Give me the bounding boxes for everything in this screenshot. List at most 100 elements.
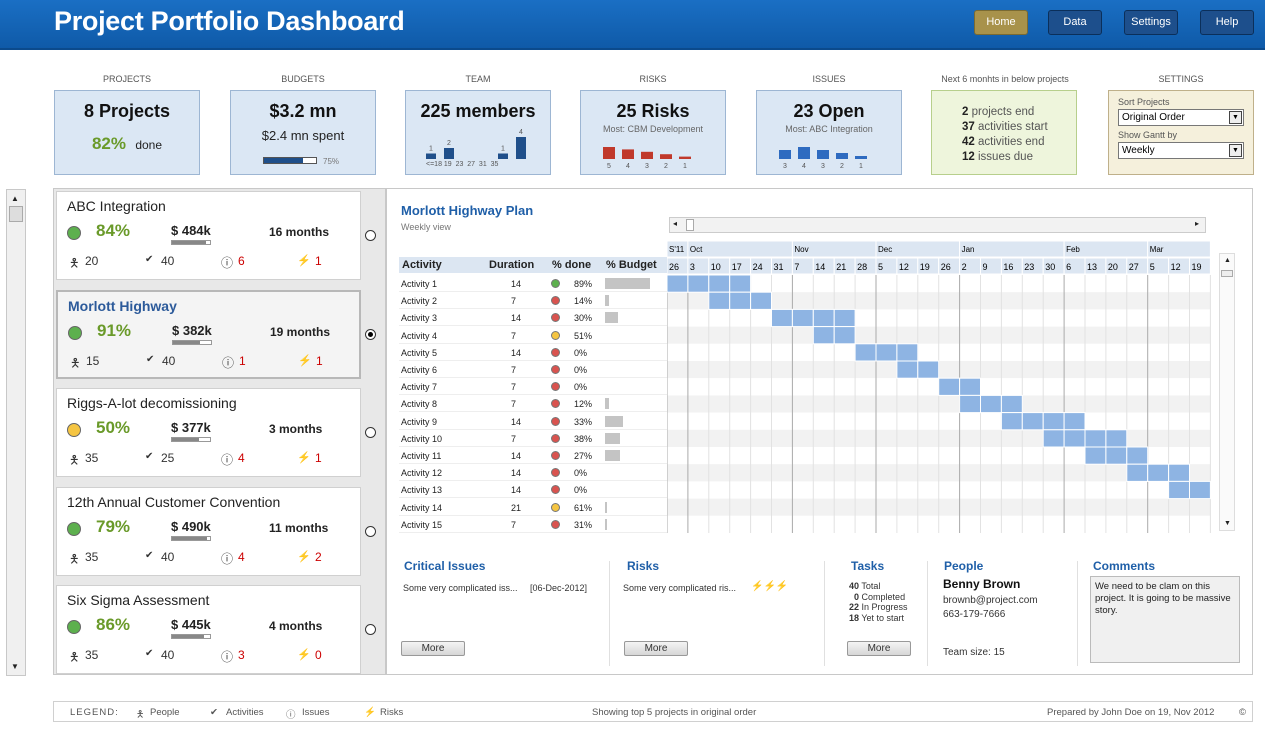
lightning-icon: ⚡ — [297, 550, 311, 563]
project-budget: $ 445k — [171, 617, 211, 632]
kpi-settings-box: Sort Projects Original Order ▼ Show Gantt… — [1108, 90, 1254, 175]
activity-row[interactable]: Activity 6 7 0% — [399, 361, 667, 378]
chevron-down-icon[interactable]: ▼ — [1229, 144, 1242, 157]
kpi-next6-box: 2 projects end 37 activities start 42 ac… — [931, 90, 1077, 175]
week-label: 19 — [920, 262, 930, 272]
project-card[interactable]: ABC Integration 84% $ 484k 16 months 🯅 2… — [56, 191, 361, 280]
gantt-horizontal-scrollbar[interactable]: ◂ ▸ — [669, 217, 1206, 233]
check-icon: ✔ — [145, 549, 154, 561]
project-name: Six Sigma Assessment — [67, 592, 210, 608]
activity-row[interactable]: Activity 4 7 51% — [399, 327, 667, 344]
scroll-up-icon[interactable]: ▲ — [11, 194, 19, 203]
status-dot-icon — [67, 620, 81, 634]
scroll-down-icon[interactable]: ▼ — [1224, 520, 1231, 527]
people-email[interactable]: brownb@project.com — [943, 595, 1038, 606]
critical-issue-text[interactable]: Some very complicated iss... — [403, 583, 518, 593]
activity-row[interactable]: Activity 5 14 0% — [399, 344, 667, 361]
critical-more-button[interactable]: More — [401, 641, 465, 656]
project-select-radio[interactable] — [365, 624, 376, 635]
activity-row[interactable]: Activity 12 14 0% — [399, 464, 667, 482]
nav-home-button[interactable]: Home — [974, 10, 1028, 35]
budget-bar — [172, 339, 212, 345]
check-icon: ✔ — [145, 648, 154, 659]
sort-select[interactable]: Original Order ▼ — [1118, 109, 1244, 126]
project-pct: 84% — [96, 221, 131, 240]
activity-name: Activity 9 — [401, 416, 438, 427]
project-budget: $ 382k — [172, 322, 212, 338]
chevron-down-icon[interactable]: ▼ — [1229, 111, 1242, 124]
activity-row[interactable]: Activity 9 14 33% — [399, 413, 667, 430]
info-icon: ⓘ — [221, 650, 234, 664]
project-budget: $ 490k — [171, 518, 211, 534]
status-dot-icon — [551, 347, 560, 357]
activity-row[interactable]: Activity 2 7 14% — [399, 292, 667, 310]
tasks-more-button[interactable]: More — [847, 641, 911, 656]
activity-row[interactable]: Activity 8 7 12% — [399, 395, 667, 413]
status-dot-icon — [67, 521, 81, 536]
gantt-bar — [1168, 463, 1191, 482]
activity-duration: 7 — [511, 330, 517, 341]
nav-help-button[interactable]: Help — [1200, 10, 1254, 35]
activity-row[interactable]: Activity 7 7 0% — [399, 378, 667, 396]
scroll-right-icon[interactable]: ▸ — [1194, 219, 1199, 228]
mini-bar-label: 4 — [626, 163, 630, 170]
activity-row[interactable]: Activity 11 14 27% — [399, 447, 667, 464]
gantt-bar — [1126, 463, 1149, 482]
week-label: 3 — [690, 262, 695, 272]
week-label: 5 — [878, 262, 883, 272]
scroll-down-icon[interactable]: ▼ — [11, 662, 19, 671]
project-card[interactable]: Morlott Highway 91% $ 382k 19 months 🯅 1… — [56, 289, 361, 379]
status-dot-icon — [551, 485, 560, 495]
activity-row[interactable]: Activity 15 7 31% — [399, 516, 667, 533]
activity-row[interactable]: Activity 3 14 30% — [399, 309, 667, 327]
activity-budget-bar — [605, 432, 620, 444]
project-select-radio[interactable] — [365, 427, 376, 438]
week-label: 13 — [1087, 262, 1097, 272]
scroll-thumb[interactable] — [686, 219, 694, 231]
activity-row[interactable]: Activity 13 14 0% — [399, 481, 667, 499]
lightning-icon: ⚡ — [364, 707, 376, 718]
gantt-vertical-scrollbar[interactable]: ▲ ▼ — [1219, 253, 1235, 531]
project-select-radio[interactable] — [365, 525, 376, 537]
project-list-scrollbar[interactable]: ▲ ▼ — [6, 189, 26, 676]
project-card[interactable]: Riggs-A-lot decomissioning 50% $ 377k 3 … — [56, 388, 361, 477]
activity-row[interactable]: Activity 10 7 38% — [399, 430, 667, 447]
risks-more-button[interactable]: More — [624, 641, 688, 656]
kpi-projects-box: 8 Projects 82% done — [54, 90, 200, 175]
project-select-radio[interactable] — [365, 328, 376, 340]
activity-duration: 14 — [511, 468, 522, 479]
risk-text[interactable]: Some very complicated ris... — [623, 583, 737, 593]
comments-box[interactable]: We need to be clam on this project. It i… — [1090, 576, 1240, 663]
scroll-left-icon[interactable]: ◂ — [673, 219, 678, 228]
nav-data-button[interactable]: Data — [1048, 10, 1102, 35]
lightning-icon: ⚡ — [297, 255, 311, 267]
project-pct: 79% — [96, 516, 131, 536]
week-label: 30 — [1045, 262, 1055, 272]
activity-row[interactable]: Activity 14 21 61% — [399, 499, 667, 516]
scroll-up-icon[interactable]: ▲ — [1224, 257, 1231, 264]
legend-people: People — [150, 707, 180, 718]
week-label: 14 — [815, 262, 825, 272]
week-label: 19 — [1192, 262, 1202, 272]
copyright-icon: © — [1239, 707, 1246, 718]
project-pct: 86% — [96, 615, 131, 634]
activity-row[interactable]: Activity 1 14 89% — [399, 275, 667, 292]
project-people: 15 — [86, 353, 100, 368]
project-card[interactable]: 12th Annual Customer Convention 79% $ 49… — [56, 486, 361, 576]
mini-bar-label: 2 — [840, 163, 844, 170]
status-dot-icon — [551, 416, 560, 426]
scroll-thumb[interactable] — [9, 206, 23, 222]
check-icon: ✔ — [145, 254, 154, 265]
gantt-bar — [812, 308, 835, 328]
project-card[interactable]: Six Sigma Assessment 86% $ 445k 4 months… — [56, 585, 361, 674]
week-label: 23 — [1024, 262, 1034, 272]
kpi-risks-box: 25 Risks Most: CBM Development 5 4 3 2 1 — [580, 90, 726, 175]
activity-name: Activity 7 — [401, 382, 438, 393]
week-label: 24 — [753, 262, 763, 272]
project-select-radio[interactable] — [365, 230, 376, 241]
info-icon: ⓘ — [222, 355, 235, 370]
gantt-select[interactable]: Weekly ▼ — [1118, 142, 1244, 159]
nav-settings-button[interactable]: Settings — [1124, 10, 1178, 35]
month-label: Jan — [962, 245, 975, 254]
scroll-thumb[interactable] — [1221, 270, 1233, 277]
